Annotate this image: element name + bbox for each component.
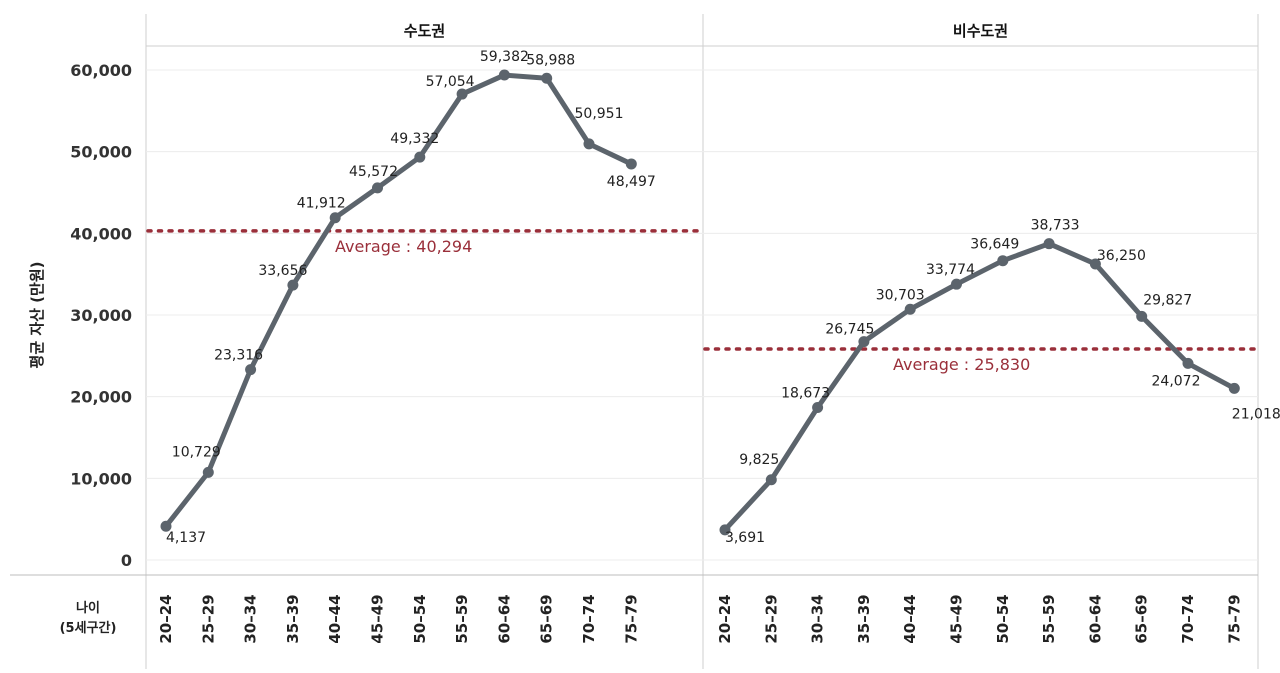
data-point (329, 212, 341, 224)
data-point (858, 336, 870, 348)
y-tick-label: 10,000 (70, 469, 132, 488)
x-tick-label: 40–44 (901, 594, 919, 643)
x-tick-label: 30–34 (242, 594, 260, 643)
data-label: 59,382 (480, 49, 529, 65)
y-tick-label: 30,000 (70, 306, 132, 325)
data-label: 45,572 (349, 164, 398, 180)
x-tick-label: 35–39 (855, 594, 873, 643)
data-label: 36,250 (1097, 248, 1146, 264)
x-tick-label: 55–59 (453, 594, 471, 643)
data-point (765, 474, 777, 486)
x-tick-label: 70–74 (580, 594, 598, 643)
data-point (1182, 357, 1194, 369)
x-tick-label: 60–64 (1086, 594, 1104, 643)
x-tick-label: 50–54 (994, 594, 1012, 643)
panel-title: 비수도권 (953, 22, 1008, 40)
data-label: 3,691 (725, 530, 765, 546)
data-label: 23,316 (214, 348, 263, 364)
data-label: 49,332 (390, 131, 439, 147)
average-label: Average : 25,830 (893, 355, 1030, 374)
x-axis-title-sub: (5세구간) (60, 620, 117, 636)
data-label: 33,656 (258, 263, 307, 279)
data-label: 9,825 (739, 452, 779, 468)
data-label: 41,912 (297, 196, 346, 212)
x-tick-label: 65–69 (1133, 594, 1151, 643)
data-label: 57,054 (426, 74, 475, 90)
data-point (456, 88, 468, 100)
y-tick-label: 50,000 (70, 143, 132, 162)
data-point (1228, 382, 1240, 394)
x-tick-label: 65–69 (538, 594, 556, 643)
panel-title: 수도권 (404, 22, 445, 40)
data-label: 38,733 (1031, 218, 1080, 234)
x-tick-label: 40–44 (326, 594, 344, 643)
data-label: 36,649 (970, 237, 1019, 253)
y-tick-label: 20,000 (70, 388, 132, 407)
data-point (245, 364, 257, 376)
data-point (583, 138, 595, 150)
data-point (1136, 310, 1148, 322)
data-label: 30,703 (876, 287, 925, 303)
x-tick-label: 20–24 (716, 594, 734, 643)
series-line (723, 241, 1236, 532)
x-tick-label: 75–79 (622, 594, 640, 643)
x-tick-label: 60–64 (495, 594, 513, 643)
data-label: 58,988 (526, 52, 575, 68)
data-label: 4,137 (166, 530, 206, 546)
data-point (202, 466, 214, 478)
data-label: 50,951 (575, 106, 624, 122)
data-point (1089, 258, 1101, 270)
data-label: 26,745 (825, 322, 874, 338)
series-line (164, 72, 633, 528)
data-point (372, 182, 383, 194)
x-tick-label: 25–29 (762, 594, 780, 643)
data-point (904, 303, 916, 315)
data-point (719, 524, 731, 536)
data-point (287, 279, 299, 291)
data-point (625, 158, 637, 170)
data-point (160, 520, 172, 532)
x-tick-label: 45–49 (948, 594, 966, 643)
x-tick-label: 20–24 (157, 594, 175, 643)
x-tick-label: 25–29 (199, 594, 217, 643)
x-tick-label: 75–79 (1225, 594, 1243, 643)
data-label: 48,497 (607, 174, 656, 190)
data-point (414, 151, 426, 163)
x-tick-label: 30–34 (809, 594, 827, 643)
data-point (498, 69, 510, 81)
x-axis-title: 나이 (76, 600, 100, 616)
data-label: 21,018 (1232, 406, 1280, 422)
data-label: 33,774 (926, 262, 975, 278)
data-point (541, 72, 553, 84)
y-axis-title: 평균 자산 (만원) (28, 262, 46, 369)
x-tick-label: 55–59 (1040, 594, 1058, 643)
data-point (997, 255, 1009, 267)
y-tick-label: 60,000 (70, 61, 132, 80)
x-tick-label: 70–74 (1179, 594, 1197, 643)
data-label: 29,827 (1143, 292, 1192, 308)
x-tick-label: 35–39 (284, 594, 302, 643)
y-tick-label: 0 (121, 551, 132, 570)
data-point (951, 278, 962, 290)
data-point (812, 402, 824, 414)
data-point (1043, 238, 1055, 250)
x-tick-label: 50–54 (411, 594, 429, 643)
data-label: 10,729 (172, 444, 221, 460)
x-tick-label: 45–49 (369, 594, 387, 643)
data-label: 18,673 (781, 386, 830, 402)
y-tick-label: 40,000 (70, 224, 132, 243)
average-label: Average : 40,294 (335, 237, 472, 256)
data-label: 24,072 (1152, 373, 1201, 389)
